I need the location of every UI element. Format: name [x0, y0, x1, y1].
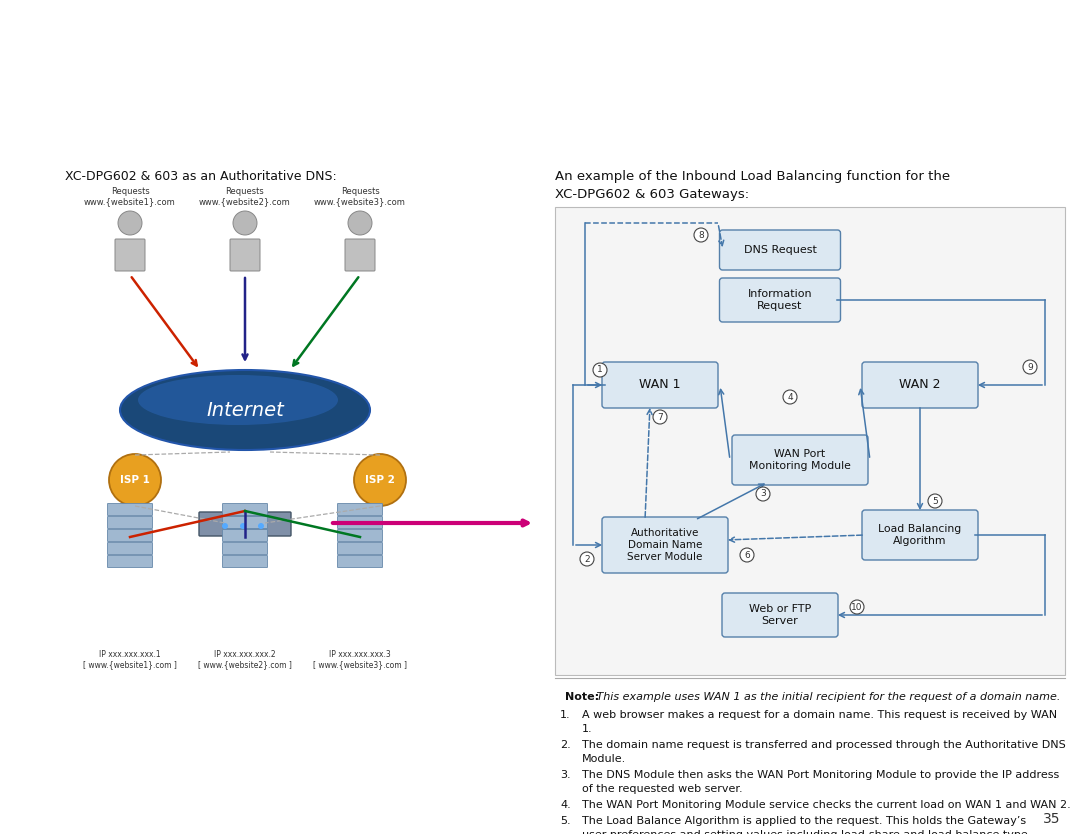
Text: 5.: 5.	[561, 816, 570, 826]
Text: 3.: 3.	[561, 770, 570, 780]
FancyBboxPatch shape	[723, 593, 838, 637]
Ellipse shape	[138, 375, 338, 425]
Text: WAN 2: WAN 2	[900, 379, 941, 391]
Circle shape	[354, 454, 406, 506]
FancyBboxPatch shape	[108, 542, 152, 555]
FancyBboxPatch shape	[230, 239, 260, 271]
Text: The WAN Port Monitoring Module service checks the current load on WAN 1 and WAN : The WAN Port Monitoring Module service c…	[582, 800, 1070, 810]
FancyBboxPatch shape	[337, 530, 382, 541]
Circle shape	[233, 211, 257, 235]
Text: of the requested web server.: of the requested web server.	[582, 784, 743, 794]
Text: 2.: 2.	[561, 740, 570, 750]
Circle shape	[593, 363, 607, 377]
FancyBboxPatch shape	[602, 517, 728, 573]
FancyBboxPatch shape	[337, 555, 382, 567]
FancyBboxPatch shape	[108, 555, 152, 567]
Text: 4: 4	[787, 393, 793, 401]
FancyBboxPatch shape	[222, 555, 268, 567]
FancyBboxPatch shape	[108, 516, 152, 529]
Text: Information
Request: Information Request	[747, 289, 812, 311]
FancyBboxPatch shape	[199, 512, 291, 536]
Circle shape	[118, 211, 141, 235]
Text: Note:: Note:	[565, 692, 599, 702]
Text: XC-DPG602 & 603 Gateways:: XC-DPG602 & 603 Gateways:	[555, 188, 750, 201]
FancyBboxPatch shape	[222, 542, 268, 555]
Circle shape	[756, 487, 770, 501]
Text: 9: 9	[1027, 363, 1032, 371]
Text: Module.: Module.	[582, 754, 626, 764]
Text: 35: 35	[1042, 812, 1059, 826]
Text: 1.: 1.	[561, 710, 570, 720]
Text: 4.: 4.	[561, 800, 570, 810]
Circle shape	[928, 494, 942, 508]
Circle shape	[694, 228, 708, 242]
FancyBboxPatch shape	[732, 435, 868, 485]
Text: 2: 2	[584, 555, 590, 564]
FancyBboxPatch shape	[222, 516, 268, 529]
Text: IP xxx.xxx.xxx.1
[ www.{website1}.com ]: IP xxx.xxx.xxx.1 [ www.{website1}.com ]	[83, 650, 177, 670]
FancyBboxPatch shape	[719, 230, 840, 270]
Text: How it works: How it works	[24, 18, 310, 61]
Circle shape	[653, 410, 667, 424]
Circle shape	[740, 548, 754, 562]
FancyBboxPatch shape	[337, 516, 382, 529]
Circle shape	[240, 523, 246, 529]
Text: 1: 1	[597, 365, 603, 374]
FancyBboxPatch shape	[862, 510, 978, 560]
Text: ISP 2: ISP 2	[365, 475, 395, 485]
Circle shape	[580, 552, 594, 566]
Text: Requests
www.{website2}.com: Requests www.{website2}.com	[199, 187, 291, 206]
Text: DNS Request: DNS Request	[743, 245, 816, 255]
Text: XC-DPG602 & 603 as an Authoritative DNS:: XC-DPG602 & 603 as an Authoritative DNS:	[65, 170, 337, 183]
FancyBboxPatch shape	[862, 362, 978, 408]
Text: The Load Balance Algorithm is applied to the request. This holds the Gateway’s: The Load Balance Algorithm is applied to…	[582, 816, 1026, 826]
Text: A web browser makes a request for a domain name. This request is received by WAN: A web browser makes a request for a doma…	[582, 710, 1057, 720]
FancyBboxPatch shape	[222, 504, 268, 515]
FancyBboxPatch shape	[108, 504, 152, 515]
FancyBboxPatch shape	[337, 542, 382, 555]
Text: 6: 6	[744, 550, 750, 560]
Text: This example uses WAN 1 as the initial recipient for the request of a domain nam: This example uses WAN 1 as the initial r…	[593, 692, 1061, 702]
Text: 5: 5	[932, 496, 937, 505]
Circle shape	[109, 454, 161, 506]
Circle shape	[258, 523, 264, 529]
Ellipse shape	[120, 370, 370, 450]
Circle shape	[783, 390, 797, 404]
Text: WAN 1: WAN 1	[639, 379, 680, 391]
FancyBboxPatch shape	[719, 278, 840, 322]
Text: The domain name request is transferred and processed through the Authoritative D: The domain name request is transferred a…	[582, 740, 1066, 750]
Text: 7: 7	[657, 413, 663, 421]
Text: The DNS Module then asks the WAN Port Monitoring Module to provide the IP addres: The DNS Module then asks the WAN Port Mo…	[582, 770, 1059, 780]
Text: 10: 10	[851, 602, 863, 611]
Text: WAN Port
Monitoring Module: WAN Port Monitoring Module	[750, 449, 851, 471]
Circle shape	[850, 600, 864, 614]
Text: 3: 3	[760, 490, 766, 499]
FancyBboxPatch shape	[114, 239, 145, 271]
Circle shape	[348, 211, 372, 235]
Text: Authoritative
Domain Name
Server Module: Authoritative Domain Name Server Module	[627, 528, 703, 562]
Text: Requests
www.{website1}.com: Requests www.{website1}.com	[84, 187, 176, 206]
Text: 1.: 1.	[582, 724, 593, 734]
Bar	[555, 207, 1065, 675]
Text: Internet: Internet	[206, 400, 284, 420]
FancyBboxPatch shape	[345, 239, 375, 271]
FancyBboxPatch shape	[337, 504, 382, 515]
Text: Requests
www.{website3}.com: Requests www.{website3}.com	[314, 187, 406, 206]
FancyBboxPatch shape	[108, 530, 152, 541]
Circle shape	[1023, 360, 1037, 374]
Text: user preferences and setting values including load-share and load balance type.: user preferences and setting values incl…	[582, 830, 1031, 834]
Text: ISP 1: ISP 1	[120, 475, 150, 485]
Circle shape	[222, 523, 228, 529]
Text: IP xxx.xxx.xxx.3
[ www.{website3}.com ]: IP xxx.xxx.xxx.3 [ www.{website3}.com ]	[313, 650, 407, 670]
Text: An example of the Inbound Load Balancing function for the: An example of the Inbound Load Balancing…	[555, 170, 950, 183]
FancyBboxPatch shape	[602, 362, 718, 408]
Text: IP xxx.xxx.xxx.2
[ www.{website2}.com ]: IP xxx.xxx.xxx.2 [ www.{website2}.com ]	[198, 650, 292, 670]
Text: Load Balancing
Algorithm: Load Balancing Algorithm	[878, 524, 961, 546]
FancyBboxPatch shape	[222, 530, 268, 541]
Text: Web or FTP
Server: Web or FTP Server	[748, 604, 811, 626]
Text: 8: 8	[698, 230, 704, 239]
